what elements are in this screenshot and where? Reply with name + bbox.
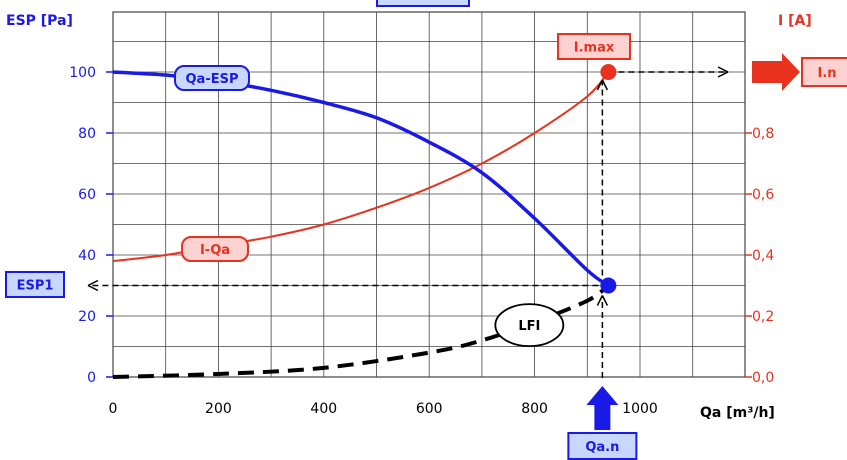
top-partial-box [376,0,470,7]
label-qa-n-text: Qa.n [585,440,619,455]
y-left-tick-label: 100 [69,65,96,81]
series-i-qa-line [112,71,610,263]
label-qa-esp-box [174,65,250,91]
label-imax-box [557,33,631,60]
y-right-tick-label: 0,6 [752,187,774,203]
label-lfi-text: LFI [518,319,540,334]
label-in-box [801,57,847,87]
y-left-title: ESP [Pa] [6,13,73,29]
marker-esp1-point [600,277,617,294]
x-axis-title: Qa [m³/h] [700,405,775,421]
x-tick-label: 600 [416,401,443,417]
guide-lines [87,66,729,378]
y-right-tick-label: 0,4 [752,248,774,264]
label-qa-esp-text: Qa-ESP [186,72,239,87]
label-esp1-box [5,271,65,298]
y-right-title: I [A] [778,13,812,29]
marker-imax-point [600,64,617,80]
label-i-qa-text: I-Qa [200,243,230,258]
y-right-tick-label: 0,8 [752,126,774,142]
x-tick-label: 400 [310,401,337,417]
arrow-in-big [752,53,800,91]
label-esp1-text: ESP1 [17,279,54,294]
tick-labels: 0 200 400 600 800 1000 0 20 40 60 80 100 0,0 0,2 0,4 0,… [69,65,774,417]
y-left-tick-label: 0 [87,370,96,386]
y-left-tick-label: 20 [78,309,96,325]
label-qa-n-box [567,432,638,460]
arrow-qa-n-big [586,386,619,430]
markers [586,53,800,430]
series-labels: Qa-ESP I-Qa I.max I.n ESP1 Qa.n LFI [5,33,847,460]
y-left-tick-label: 40 [78,248,96,264]
grid [113,12,745,377]
series-lfi-line [112,283,610,379]
x-tick-label: 800 [521,401,548,417]
label-i-qa-box [181,236,249,262]
guide-qa-n-arrowhead [596,295,609,306]
label-imax-text: I.max [574,41,615,56]
x-tick-label: 200 [205,401,232,417]
y-left-tick-label: 60 [78,187,96,203]
y-right-tick-label: 0,2 [752,309,774,325]
y-right-tick-label: 0,0 [752,370,774,386]
x-tick-label: 1000 [622,401,658,417]
label-in-text: I.n [817,66,836,81]
y-left-tick-label: 80 [78,126,96,142]
label-lfi-ellipse [494,303,565,348]
guide-esp1-arrowhead [87,279,99,292]
guide-vertical-arrowhead [596,79,609,91]
x-tick-label: 0 [109,401,118,417]
guide-in-arrowhead [717,66,729,78]
